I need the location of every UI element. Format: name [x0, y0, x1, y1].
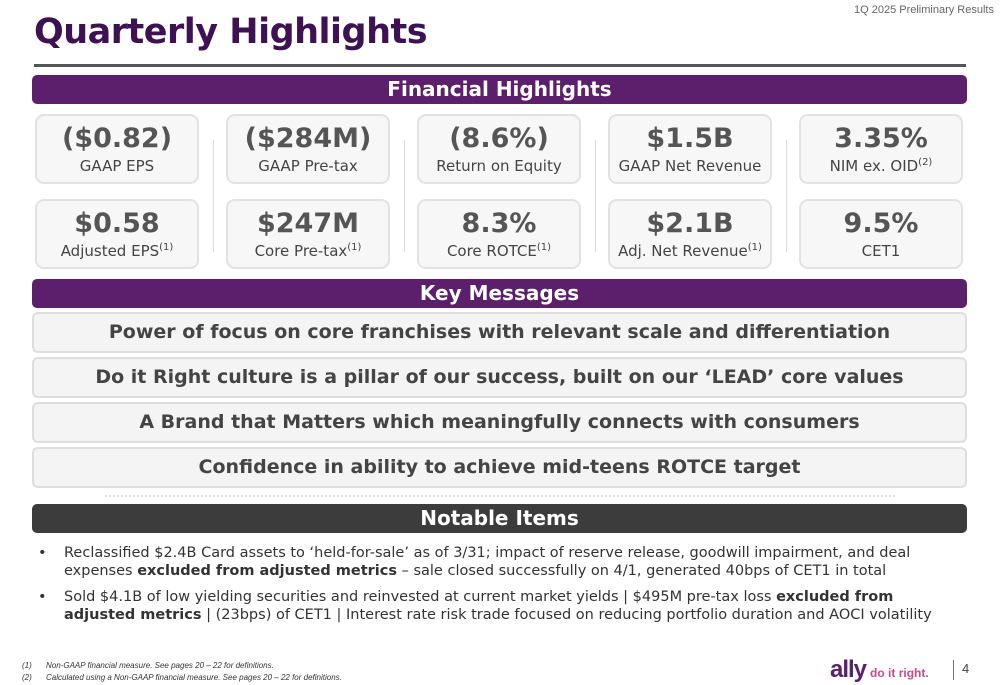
notable-items-list: • Reclassified $2.4B Card assets to ‘hel… [38, 544, 958, 632]
page-number-divider [953, 660, 954, 680]
metric-label: GAAP Pre-tax [258, 156, 358, 175]
metric-label: CET1 [861, 241, 901, 260]
metric-gaap-eps: ($0.82) GAAP EPS [35, 114, 199, 184]
page-title: Quarterly Highlights [34, 12, 428, 52]
metric-gaap-net-revenue: $1.5B GAAP Net Revenue [608, 114, 772, 184]
metric-label: NIM ex. OID(2) [829, 156, 933, 175]
footnote: (1) Non-GAAP financial measure. See pages… [22, 661, 274, 670]
metric-label: GAAP Net Revenue [618, 156, 762, 175]
metric-gaap-pretax: ($284M) GAAP Pre-tax [226, 114, 390, 184]
report-period-label: 1Q 2025 Preliminary Results [853, 4, 994, 16]
metric-label: Adjusted EPS(1) [60, 241, 174, 260]
list-item: • Reclassified $2.4B Card assets to ‘hel… [38, 545, 911, 579]
metric-value: $1.5B [646, 122, 734, 154]
metric-value: $0.58 [74, 207, 160, 239]
title-divider [34, 64, 966, 67]
footnotes: (1) Non-GAAP financial measure. See pages… [22, 660, 342, 684]
metric-label: Core ROTCE(1) [446, 241, 552, 260]
metric-cet1: 9.5% CET1 [799, 199, 963, 269]
column-divider [786, 140, 787, 252]
dotted-divider [105, 495, 895, 497]
key-message-item: Do it Right culture is a pillar of our s… [32, 357, 967, 398]
key-message-item: A Brand that Matters which meaningfully … [32, 402, 967, 443]
column-divider [213, 140, 214, 252]
key-message-item: Confidence in ability to achieve mid-tee… [32, 447, 967, 488]
notable-items-heading: Notable Items [32, 504, 967, 533]
metric-value: (8.6%) [449, 122, 549, 154]
column-divider [595, 140, 596, 252]
metric-value: $247M [256, 207, 359, 239]
bullet-icon: • [38, 589, 47, 605]
key-messages-heading: Key Messages [32, 279, 967, 308]
metric-label: Adj. Net Revenue(1) [618, 241, 762, 260]
metric-nim-ex-oid: 3.35% NIM ex. OID(2) [799, 114, 963, 184]
metric-adjusted-eps: $0.58 Adjusted EPS(1) [35, 199, 199, 269]
metric-return-on-equity: (8.6%) Return on Equity [417, 114, 581, 184]
ally-logo: ally do it right. [830, 656, 929, 683]
metric-value: 8.3% [461, 207, 537, 239]
metric-value: ($0.82) [61, 122, 173, 154]
metric-core-rotce: 8.3% Core ROTCE(1) [417, 199, 581, 269]
list-item: • Sold $4.1B of low yielding securities … [38, 589, 932, 623]
metric-value: ($284M) [244, 122, 372, 154]
key-message-item: Power of focus on core franchises with r… [32, 312, 967, 353]
metric-label: GAAP EPS [79, 156, 155, 175]
metric-core-pretax: $247M Core Pre-tax(1) [226, 199, 390, 269]
page-number: 4 [962, 661, 970, 676]
metric-label: Core Pre-tax(1) [254, 241, 362, 260]
metric-label: Return on Equity [436, 156, 562, 175]
footnote: (2) Calculated using a Non-GAAP financial… [22, 673, 342, 682]
column-divider [404, 140, 405, 252]
metric-value: 9.5% [843, 207, 919, 239]
metric-value: $2.1B [646, 207, 734, 239]
financial-highlights-heading: Financial Highlights [32, 75, 967, 104]
metric-adj-net-revenue: $2.1B Adj. Net Revenue(1) [608, 199, 772, 269]
bullet-icon: • [38, 545, 47, 561]
metric-value: 3.35% [834, 122, 928, 154]
